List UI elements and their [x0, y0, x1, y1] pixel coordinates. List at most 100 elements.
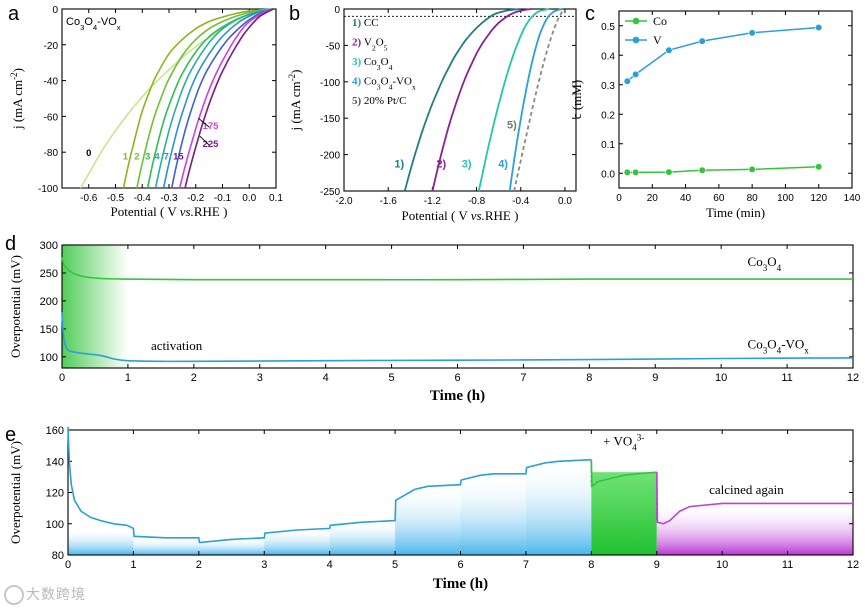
- stage-fill: [68, 528, 134, 555]
- curve-label-a: 225: [203, 139, 220, 150]
- legend-label-c: Co: [653, 14, 667, 28]
- series-line-d-Co3O4: [61, 257, 853, 281]
- x-tick-label: 11: [781, 372, 792, 384]
- annotation-e: + VO43-: [603, 433, 644, 453]
- series-line-c-Co: [627, 166, 819, 174]
- annotation-a: Co3O4-VOx: [66, 16, 121, 32]
- series-line-a-225: [184, 8, 274, 189]
- stage-fill: [525, 459, 592, 555]
- data-point-c-V: [623, 77, 631, 85]
- stage-fill: [133, 537, 199, 555]
- curve-label-a: 0: [86, 148, 91, 159]
- y-tick-label: 0.4: [601, 51, 615, 62]
- panel-label: a: [8, 3, 20, 25]
- x-tick-label: 0.0: [558, 196, 572, 207]
- series-line-e-stage-green: [590, 459, 657, 488]
- legend-entry-b: 4) Co3O4-VOx: [352, 76, 416, 92]
- x-tick-label: 40: [680, 193, 692, 204]
- series-line-d-Co3O4-VOx: [61, 312, 854, 363]
- curve-label-a: 7: [164, 151, 169, 162]
- curve-label-a: 2: [134, 151, 139, 162]
- x-tick-label: 80: [747, 193, 759, 204]
- x-tick-label: -0.3: [160, 193, 178, 204]
- legend-marker-c: [632, 17, 640, 25]
- x-tick-label: 4: [323, 372, 329, 384]
- watermark-text: 大数跨境: [26, 586, 86, 602]
- y-axis-label: j (mA cm-2): [9, 68, 25, 130]
- x-tick-label: 5: [392, 559, 398, 571]
- data-point-c-Co: [748, 165, 756, 174]
- x-tick-label: 2: [196, 559, 202, 571]
- legend-entry-b: 1) CC: [352, 17, 379, 29]
- x-tick-label: 0.1: [269, 193, 283, 204]
- x-tick-label: 10: [716, 559, 728, 571]
- y-tick-label: -200: [320, 151, 340, 162]
- series-line-e-stage-blue: [67, 426, 592, 544]
- stage-fill: [656, 503, 853, 555]
- y-tick-label: -250: [320, 187, 340, 198]
- x-tick-label: 12: [847, 372, 859, 384]
- panel-label: e: [5, 424, 16, 446]
- series-line-a-7: [162, 8, 274, 189]
- curve-label-b: 4): [498, 159, 508, 171]
- x-tick-label: 8: [588, 559, 594, 571]
- x-axis-label: Time (min): [706, 205, 765, 220]
- x-tick-label: -0.8: [468, 196, 486, 207]
- y-tick-label: 100: [46, 519, 64, 531]
- series-line-b-1-CC: [403, 8, 521, 192]
- series-line-a-2: [136, 8, 274, 189]
- y-tick-label: -150: [320, 114, 340, 125]
- stage-fill: [395, 484, 461, 555]
- x-tick-label: 0: [65, 559, 71, 571]
- y-axis-label: c (mM): [569, 80, 584, 119]
- data-point-c-V: [815, 23, 823, 32]
- pointer-arrow: [198, 117, 210, 128]
- data-point-c-V: [698, 37, 706, 45]
- stage-fill: [460, 473, 526, 555]
- curve-label-a: 15: [173, 151, 184, 162]
- y-tick-label: 0.3: [601, 81, 615, 92]
- curve-label-b: 5): [507, 119, 517, 131]
- x-tick-label: 12: [847, 559, 859, 571]
- panel-a: -0.6 -0.5 -0.4 -0.3 -0.2 -0.1 0.0 0.1 0 -20 -40 -60…: [8, 3, 283, 219]
- x-tick-label: 9: [654, 559, 660, 571]
- y-tick-label: 0: [334, 5, 340, 16]
- series-line-a-15: [170, 8, 274, 189]
- curve-label-a: 175: [203, 121, 220, 132]
- x-axis-label: Potential ( V vs.RHE ): [402, 208, 519, 223]
- x-tick-label: -0.2: [187, 193, 205, 204]
- legend-entry-b: 5) 20% Pt/C: [352, 95, 406, 107]
- panel-c: 0 20 40 60 80 100 120 140 0.0 0.1 0.2 0.3 0.4 0.5 c Tim…: [569, 3, 861, 220]
- annotation-e: calcined again: [709, 482, 784, 497]
- x-tick-label: 20: [647, 193, 659, 204]
- x-tick-label: 8: [586, 372, 592, 384]
- curve-label-a: 1: [123, 151, 129, 162]
- y-tick-label: 250: [40, 268, 58, 280]
- y-tick-label: 140: [46, 456, 64, 468]
- x-tick-label: 0: [616, 193, 622, 204]
- series-line-e-stage-purple: [656, 472, 853, 525]
- x-tick-label: -0.6: [80, 193, 98, 204]
- series-line-b-2-V2O5: [431, 8, 532, 192]
- panel-b: -2.0 -1.6 -1.2 -0.8 -0.4 0.0 0 -50 -100 -150 -200 -…: [287, 3, 577, 223]
- y-tick-label: -100: [320, 78, 340, 89]
- series-line-b-4-Co3O4-VOx: [508, 8, 563, 192]
- x-tick-label: 9: [652, 372, 658, 384]
- plot-frame: [618, 10, 853, 189]
- series-line-a-0: [80, 8, 271, 189]
- x-tick-label: 7: [520, 372, 526, 384]
- y-tick-label: 100: [40, 352, 58, 364]
- series-line-a-4: [154, 8, 274, 189]
- y-tick-label: 0.0: [601, 169, 615, 180]
- curve-label-b: 2): [436, 159, 446, 171]
- series-label-d: Co3O4: [748, 254, 782, 273]
- curve-label-b: 3): [462, 159, 472, 171]
- x-tick-label: 1: [125, 372, 131, 384]
- legend-entry-b: 2) V2O5: [352, 37, 388, 53]
- x-tick-label: 11: [782, 559, 793, 571]
- curve-label-b: 1): [394, 159, 404, 171]
- y-tick-label: -40: [44, 77, 59, 88]
- x-tick-label: -1.6: [380, 196, 398, 207]
